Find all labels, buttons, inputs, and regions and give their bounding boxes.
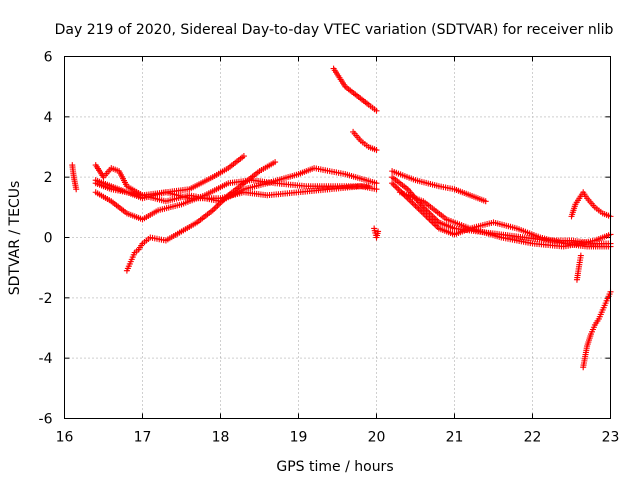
series-track-o — [573, 252, 584, 283]
series-track-n — [568, 189, 614, 220]
data-point — [365, 183, 372, 190]
data-point — [373, 107, 380, 114]
x-tick-label: 23 — [602, 430, 620, 446]
data-point — [482, 198, 489, 205]
data-point — [375, 228, 382, 235]
series-track-m — [396, 189, 614, 250]
series-track-f — [69, 162, 80, 193]
data-point — [373, 147, 380, 154]
y-tick-label: 4 — [44, 110, 53, 126]
data-point — [577, 252, 584, 259]
x-tick-label: 21 — [446, 430, 464, 446]
series-track-l — [389, 168, 489, 205]
plot-area — [69, 65, 614, 371]
series-track-h — [350, 128, 380, 154]
series-track-d — [92, 153, 247, 202]
x-tick-label: 22 — [524, 430, 542, 446]
series-track-i — [371, 225, 382, 241]
y-tick-label: 2 — [44, 170, 53, 186]
y-tick-label: -6 — [39, 412, 53, 428]
series-track-p — [580, 288, 614, 371]
series-track-c — [92, 177, 372, 223]
y-tick-label: 0 — [44, 231, 53, 247]
y-tick-label: 6 — [44, 50, 53, 66]
x-tick-label: 18 — [212, 430, 230, 446]
data-point — [240, 153, 247, 160]
x-tick-label: 16 — [56, 430, 74, 446]
data-point — [272, 159, 279, 166]
series-track-e — [123, 159, 279, 274]
series-track-g — [330, 65, 380, 114]
data-point — [373, 180, 380, 187]
series-track-b — [92, 162, 380, 205]
data-point — [373, 186, 380, 193]
chart-title: Day 219 of 2020, Sidereal Day-to-day VTE… — [55, 22, 614, 38]
y-tick-label: -2 — [39, 291, 53, 307]
x-axis-label: GPS time / hours — [276, 459, 393, 475]
plot-frame — [64, 56, 611, 419]
x-tick-label: 19 — [290, 430, 308, 446]
y-axis-label: SDTVAR / TECUs — [7, 181, 23, 296]
x-tick-label: 20 — [368, 430, 386, 446]
axis-ticks: 16 17 18 19 20 21 22 23 -6 -4 -2 0 2 4 6 — [39, 50, 620, 446]
data-point — [73, 186, 80, 193]
x-tick-label: 17 — [134, 430, 152, 446]
y-tick-label: -4 — [39, 351, 53, 367]
